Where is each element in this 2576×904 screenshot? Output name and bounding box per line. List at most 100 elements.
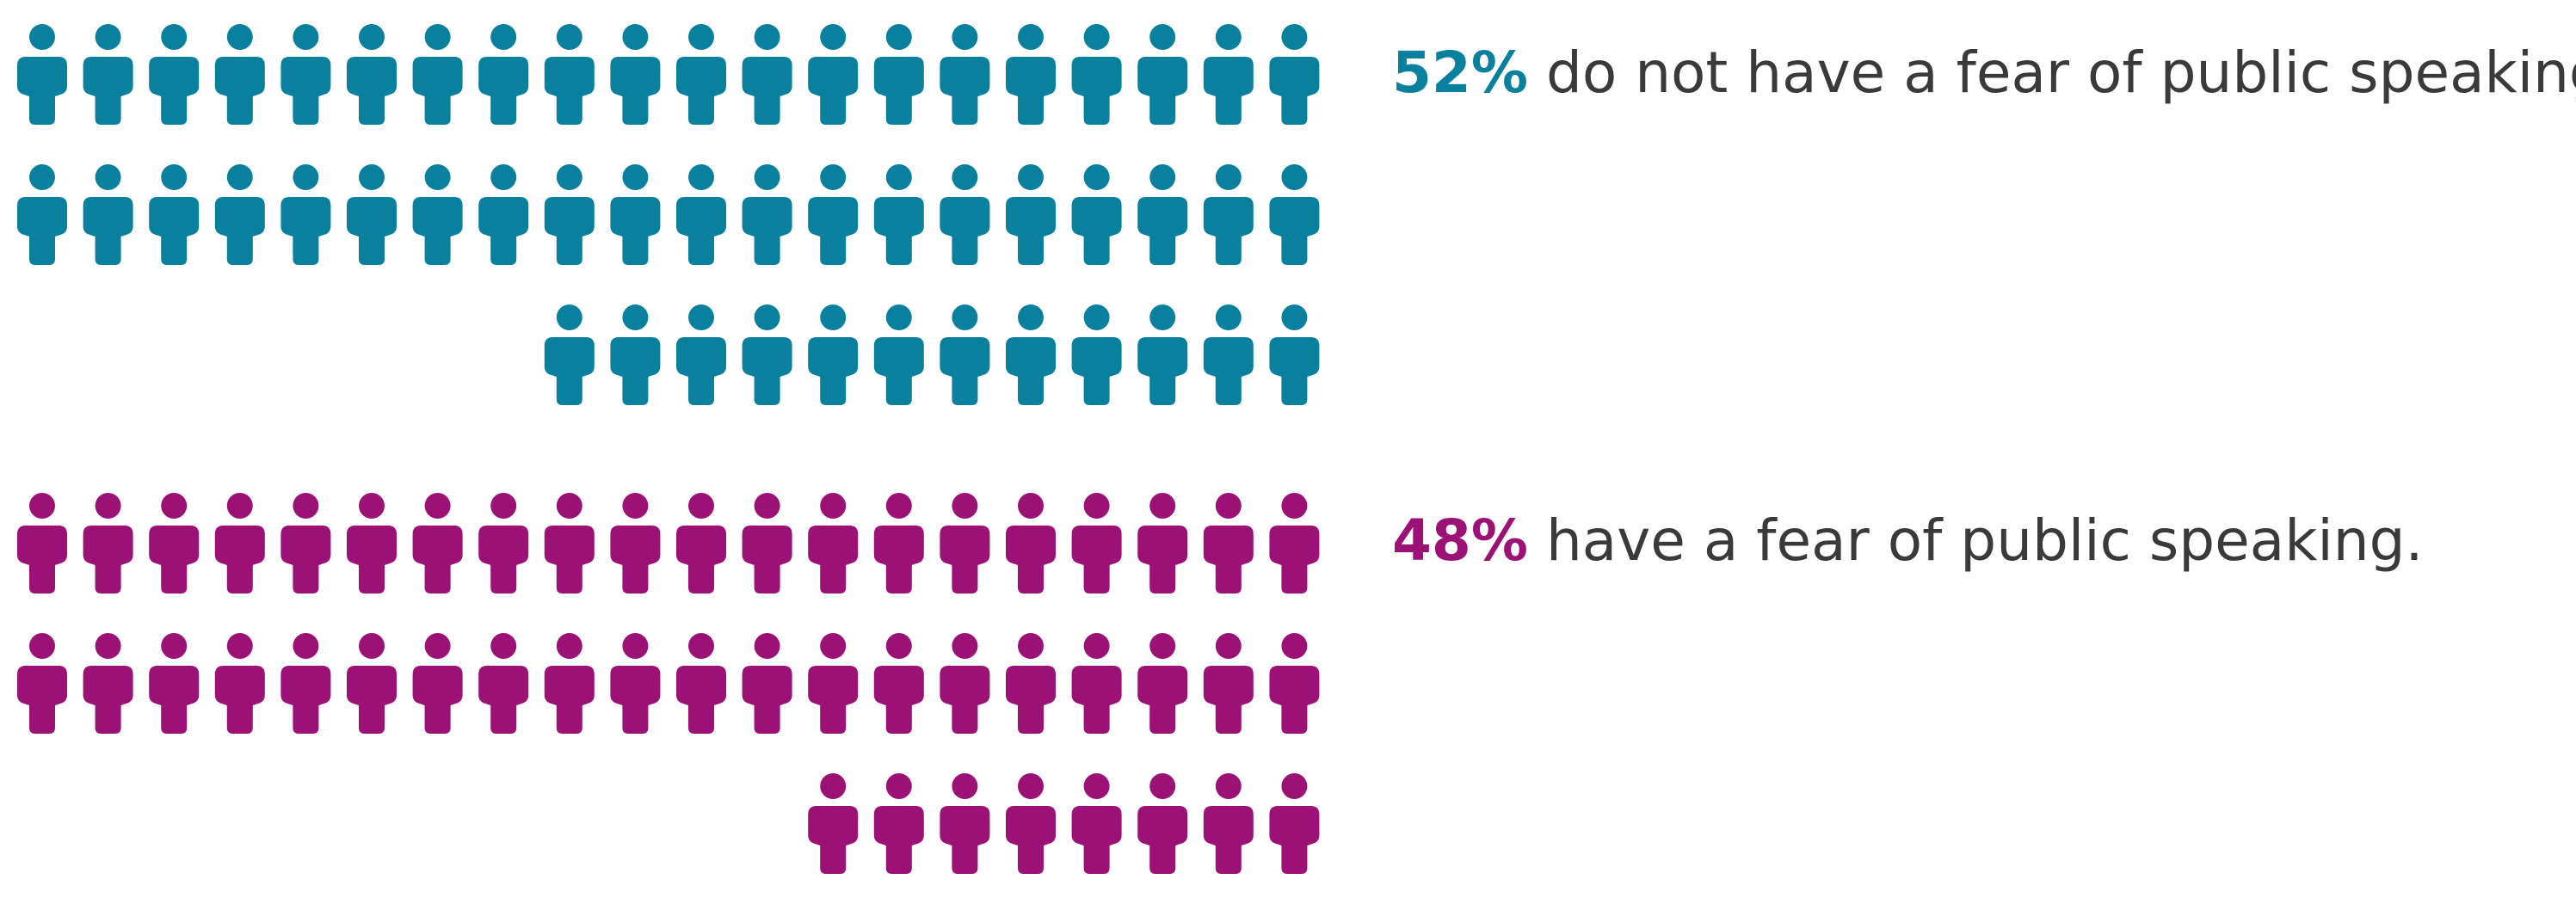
person-icon-g1-31	[676, 164, 726, 265]
person-icon-g2-18	[1137, 493, 1187, 593]
person-icon-g1-22	[83, 164, 133, 265]
person-icon-g2-19	[1204, 493, 1254, 593]
person-icon-g1-41	[545, 304, 595, 405]
person-icon-g2-4	[215, 493, 265, 593]
person-icon-g2-13	[808, 493, 858, 593]
person-icon-g2-8	[478, 493, 528, 593]
person-icon-g1-34	[874, 164, 924, 265]
person-icon-g2-1	[17, 493, 67, 593]
person-icon-g2-3	[149, 493, 199, 593]
person-icon-g1-15	[940, 24, 989, 125]
person-icon-g1-1	[17, 24, 67, 125]
person-icon-g2-26	[347, 633, 397, 734]
person-icon-g1-44	[743, 304, 792, 405]
person-icon-g1-20	[1269, 24, 1319, 125]
person-icon-g1-45	[808, 304, 858, 405]
person-icon-g1-14	[874, 24, 924, 125]
person-icon-g1-12	[743, 24, 792, 125]
person-icon-g2-35	[940, 633, 989, 734]
stat-description-no-fear: do not have a fear of public speaking.	[1546, 40, 2576, 106]
person-icon-g1-25	[280, 164, 330, 265]
person-icon-g2-10	[610, 493, 660, 593]
person-icon-g1-21	[17, 164, 67, 265]
person-icon-g2-24	[215, 633, 265, 734]
person-icon-g1-35	[940, 164, 989, 265]
person-icon-g1-42	[610, 304, 660, 405]
person-icon-g1-46	[874, 304, 924, 405]
person-icon-g1-38	[1137, 164, 1187, 265]
person-icon-g2-5	[280, 493, 330, 593]
person-icon-g2-45	[1072, 773, 1122, 874]
person-icon-g1-6	[347, 24, 397, 125]
person-icon-g2-41	[808, 773, 858, 874]
person-icon-g2-9	[545, 493, 595, 593]
stat-description-fear: have a fear of public speaking.	[1546, 507, 2424, 574]
person-icon-g1-39	[1204, 164, 1254, 265]
person-icon-g2-48	[1269, 773, 1319, 874]
person-icon-g1-2	[83, 24, 133, 125]
person-icon-g1-33	[808, 164, 858, 265]
person-icon-g1-29	[545, 164, 595, 265]
person-icon-g2-36	[1006, 633, 1056, 734]
person-icon-g1-16	[1006, 24, 1056, 125]
stat-percent-no-fear: 52%	[1392, 40, 1528, 106]
stat-label-no-fear: 52% do not have a fear of public speakin…	[1392, 45, 2576, 101]
person-icon-g2-20	[1269, 493, 1319, 593]
person-icon-g1-7	[413, 24, 463, 125]
person-icon-g2-43	[940, 773, 989, 874]
person-icon-g2-33	[808, 633, 858, 734]
person-icon-g2-17	[1072, 493, 1122, 593]
person-icon-g2-11	[676, 493, 726, 593]
person-icon-g2-21	[17, 633, 67, 734]
person-icon-g1-28	[478, 164, 528, 265]
person-icon-g1-19	[1204, 24, 1254, 125]
person-icon-g1-3	[149, 24, 199, 125]
person-icon-g2-39	[1204, 633, 1254, 734]
person-icon-g1-24	[215, 164, 265, 265]
person-icon-g2-42	[874, 773, 924, 874]
person-icon-g1-48	[1006, 304, 1056, 405]
person-icon-g2-27	[413, 633, 463, 734]
person-icon-g1-13	[808, 24, 858, 125]
person-icon-g1-52	[1269, 304, 1319, 405]
person-icon-g1-36	[1006, 164, 1056, 265]
person-icon-g2-2	[83, 493, 133, 593]
person-icon-g1-9	[545, 24, 595, 125]
person-icon-g1-4	[215, 24, 265, 125]
person-icon-g1-43	[676, 304, 726, 405]
person-icon-g1-50	[1137, 304, 1187, 405]
person-icon-g2-40	[1269, 633, 1319, 734]
person-icon-g1-51	[1204, 304, 1254, 405]
person-icon-g2-16	[1006, 493, 1056, 593]
person-icon-g2-7	[413, 493, 463, 593]
stat-label-fear: 48% have a fear of public speaking.	[1392, 513, 2423, 569]
person-icon-g2-44	[1006, 773, 1056, 874]
person-icon-g2-31	[676, 633, 726, 734]
person-icon-g1-23	[149, 164, 199, 265]
person-icon-g2-28	[478, 633, 528, 734]
person-icon-g1-40	[1269, 164, 1319, 265]
person-icon-g2-29	[545, 633, 595, 734]
person-icon-g1-5	[280, 24, 330, 125]
person-icon-g1-10	[610, 24, 660, 125]
stat-percent-fear: 48%	[1392, 507, 1528, 574]
person-icon-g2-37	[1072, 633, 1122, 734]
person-icon-g1-18	[1137, 24, 1187, 125]
person-icon-g2-22	[83, 633, 133, 734]
person-icon-g2-15	[940, 493, 989, 593]
person-icon-g2-38	[1137, 633, 1187, 734]
person-icon-g1-30	[610, 164, 660, 265]
person-icon-g1-8	[478, 24, 528, 125]
person-icon-g1-47	[940, 304, 989, 405]
person-icon-g1-49	[1072, 304, 1122, 405]
person-icon-g2-14	[874, 493, 924, 593]
person-icon-g2-30	[610, 633, 660, 734]
person-icon-g2-46	[1137, 773, 1187, 874]
person-icon-g1-37	[1072, 164, 1122, 265]
person-icon-g1-26	[347, 164, 397, 265]
person-icon-g2-34	[874, 633, 924, 734]
person-icon-g2-6	[347, 493, 397, 593]
person-icon-g2-12	[743, 493, 792, 593]
person-icon-g2-32	[743, 633, 792, 734]
